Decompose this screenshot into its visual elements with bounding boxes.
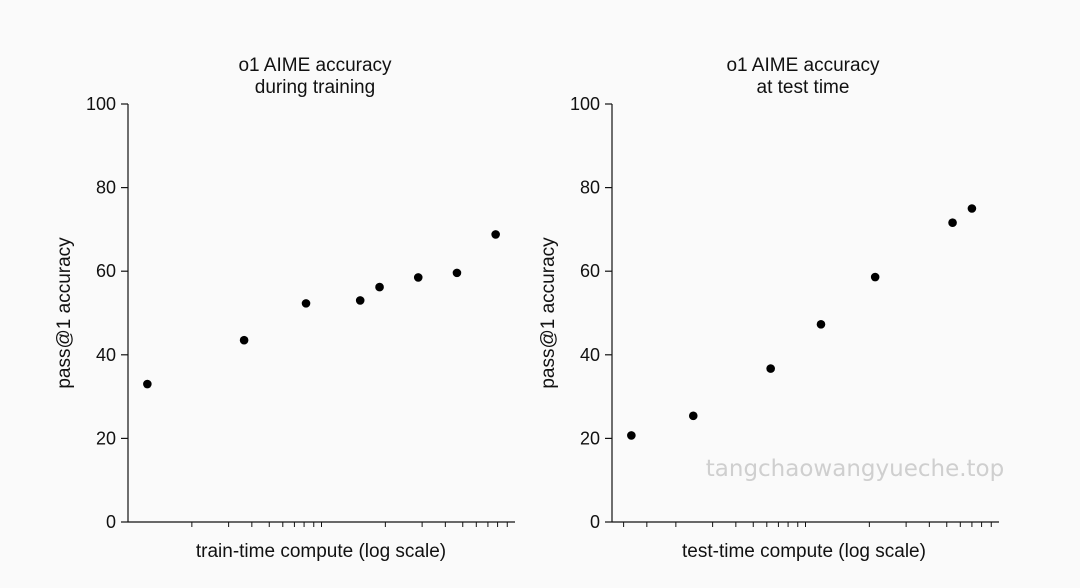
y-tick-label: 60: [580, 261, 600, 281]
y-tick-label: 40: [96, 345, 116, 365]
data-point: [870, 272, 880, 282]
data-point: [413, 273, 423, 282]
y-tick-label: 40: [580, 345, 600, 365]
chart-title-line: o1 AIME accuracy: [238, 55, 392, 76]
data-point: [627, 431, 636, 440]
y-tick-label: 80: [580, 178, 600, 198]
data-point: [491, 230, 500, 239]
y-axis-label: pass@1 accuracy: [54, 237, 75, 389]
y-tick-label: 20: [96, 428, 116, 448]
y-tick-label: 100: [86, 94, 116, 114]
data-point: [239, 335, 249, 345]
chart-title-line: at test time: [757, 77, 850, 98]
x-axis-label: train-time compute (log scale): [196, 541, 446, 562]
data-point: [948, 218, 957, 228]
data-point: [355, 296, 365, 305]
y-tick-label: 60: [96, 261, 116, 281]
chart-title-line: o1 AIME accuracy: [726, 55, 880, 76]
y-tick-label: 0: [106, 512, 116, 532]
y-tick-label: 80: [96, 178, 116, 198]
watermark-text: tangchaowangyueche.top: [706, 456, 1004, 482]
data-point: [816, 319, 826, 329]
y-tick-label: 20: [580, 428, 600, 448]
data-point: [301, 299, 311, 308]
data-point: [375, 282, 384, 292]
x-axis-label: test-time compute (log scale): [682, 541, 926, 562]
y-tick-label: 100: [570, 94, 600, 114]
y-axis-label: pass@1 accuracy: [538, 237, 559, 389]
data-point: [967, 204, 977, 213]
chart-title-line: during training: [255, 77, 375, 98]
data-point: [452, 268, 462, 278]
data-point: [688, 411, 698, 421]
y-tick-label: 0: [590, 512, 600, 532]
data-point: [766, 364, 775, 373]
data-point: [143, 379, 152, 389]
